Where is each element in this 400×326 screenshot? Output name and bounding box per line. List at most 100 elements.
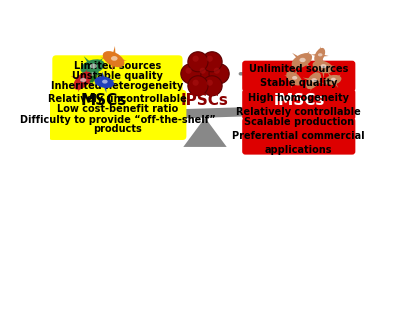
- Ellipse shape: [81, 59, 105, 74]
- Polygon shape: [91, 66, 102, 78]
- Ellipse shape: [103, 51, 124, 67]
- Circle shape: [181, 64, 201, 84]
- Polygon shape: [91, 65, 94, 75]
- Polygon shape: [104, 80, 115, 84]
- Polygon shape: [303, 78, 314, 82]
- Ellipse shape: [80, 78, 86, 82]
- Ellipse shape: [324, 75, 342, 85]
- Polygon shape: [311, 54, 320, 57]
- Text: Limited sources: Limited sources: [74, 61, 161, 71]
- Ellipse shape: [331, 78, 336, 81]
- Circle shape: [202, 76, 222, 96]
- Polygon shape: [82, 65, 94, 76]
- Ellipse shape: [111, 56, 118, 61]
- Circle shape: [200, 67, 206, 74]
- Ellipse shape: [314, 48, 325, 63]
- Polygon shape: [102, 82, 106, 93]
- Ellipse shape: [300, 58, 306, 62]
- Polygon shape: [84, 56, 94, 68]
- Ellipse shape: [74, 72, 92, 90]
- Polygon shape: [111, 59, 116, 72]
- Ellipse shape: [318, 53, 322, 56]
- Polygon shape: [91, 58, 103, 68]
- FancyBboxPatch shape: [48, 90, 186, 140]
- Polygon shape: [318, 46, 321, 55]
- Circle shape: [202, 52, 222, 72]
- Polygon shape: [321, 67, 325, 79]
- Circle shape: [192, 80, 199, 86]
- Polygon shape: [78, 80, 84, 92]
- FancyBboxPatch shape: [65, 92, 143, 110]
- Ellipse shape: [91, 72, 96, 76]
- Polygon shape: [300, 51, 310, 62]
- Circle shape: [186, 67, 192, 74]
- Circle shape: [207, 80, 213, 86]
- Polygon shape: [321, 55, 325, 67]
- Ellipse shape: [90, 64, 97, 68]
- Polygon shape: [328, 72, 334, 81]
- Polygon shape: [311, 65, 323, 69]
- Text: Unstable quality: Unstable quality: [72, 71, 163, 81]
- Polygon shape: [58, 104, 352, 122]
- Polygon shape: [92, 73, 102, 76]
- Ellipse shape: [292, 76, 297, 80]
- Ellipse shape: [320, 64, 326, 68]
- Text: Unlimited sources
Stable quality: Unlimited sources Stable quality: [249, 64, 348, 88]
- Polygon shape: [300, 59, 312, 68]
- Polygon shape: [294, 77, 304, 82]
- Polygon shape: [294, 59, 304, 70]
- Polygon shape: [81, 69, 87, 82]
- Ellipse shape: [292, 53, 312, 68]
- Polygon shape: [83, 73, 93, 76]
- Polygon shape: [291, 78, 296, 88]
- Polygon shape: [113, 57, 127, 61]
- FancyBboxPatch shape: [255, 92, 344, 110]
- Polygon shape: [323, 65, 335, 69]
- Polygon shape: [284, 75, 295, 80]
- Polygon shape: [102, 71, 106, 82]
- Text: products: products: [93, 124, 142, 134]
- Polygon shape: [111, 46, 116, 59]
- Circle shape: [188, 76, 208, 96]
- Polygon shape: [332, 75, 341, 81]
- Text: MSCs: MSCs: [80, 93, 126, 108]
- Text: Low cost-benefit ratio: Low cost-benefit ratio: [57, 104, 178, 114]
- Circle shape: [209, 64, 229, 84]
- Text: Scalable production
Preferential commercial
applications: Scalable production Preferential commerc…: [232, 117, 365, 155]
- Text: IPSCs: IPSCs: [181, 93, 229, 108]
- Ellipse shape: [102, 80, 108, 83]
- Text: High homogeneity
Relatively controllable: High homogeneity Relatively controllable: [236, 93, 361, 117]
- Text: Difficulty to provide “off-the-shelf”: Difficulty to provide “off-the-shelf”: [20, 115, 215, 125]
- Ellipse shape: [286, 71, 302, 85]
- Circle shape: [192, 56, 199, 62]
- Polygon shape: [71, 76, 83, 82]
- Polygon shape: [292, 53, 303, 62]
- Circle shape: [214, 67, 220, 74]
- Circle shape: [207, 56, 213, 62]
- Polygon shape: [318, 55, 321, 64]
- Ellipse shape: [306, 72, 321, 89]
- FancyBboxPatch shape: [242, 61, 355, 92]
- Text: Inherited heterogeneity: Inherited heterogeneity: [51, 81, 184, 91]
- Polygon shape: [320, 54, 329, 57]
- Polygon shape: [310, 80, 315, 91]
- Polygon shape: [292, 68, 297, 79]
- Ellipse shape: [94, 77, 114, 88]
- Ellipse shape: [311, 78, 317, 82]
- Polygon shape: [312, 70, 316, 81]
- FancyBboxPatch shape: [52, 55, 182, 95]
- FancyBboxPatch shape: [242, 118, 355, 155]
- Ellipse shape: [87, 66, 98, 83]
- Text: Relatively uncontrollable: Relatively uncontrollable: [48, 94, 187, 104]
- Polygon shape: [325, 79, 334, 85]
- Polygon shape: [93, 81, 105, 84]
- Polygon shape: [91, 75, 94, 84]
- Text: iMSCs: iMSCs: [274, 93, 325, 108]
- Polygon shape: [332, 79, 338, 88]
- Circle shape: [195, 64, 215, 84]
- Polygon shape: [313, 79, 324, 84]
- Polygon shape: [82, 79, 94, 85]
- FancyBboxPatch shape: [242, 89, 355, 120]
- Polygon shape: [183, 118, 227, 147]
- Ellipse shape: [312, 60, 333, 73]
